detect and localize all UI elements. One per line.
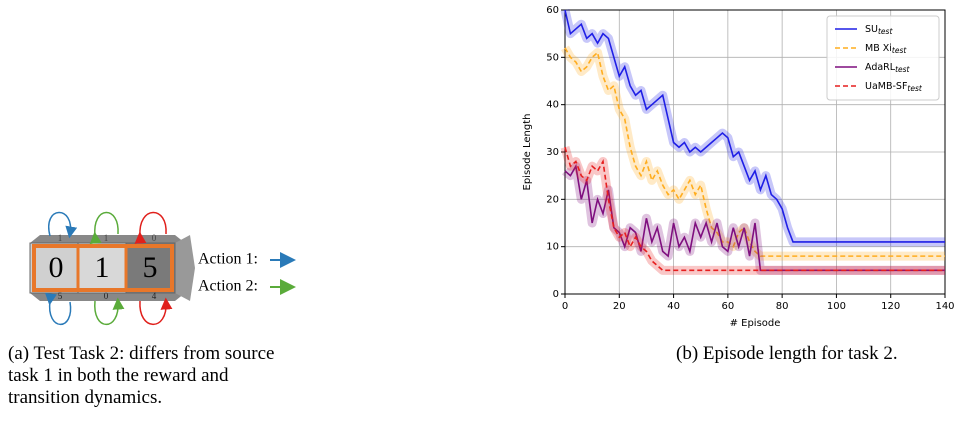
- legend-name: AdaRL: [865, 62, 896, 73]
- face-digit: 1: [95, 251, 110, 284]
- cube-bottom: [30, 293, 185, 301]
- bottom-digit: 5: [58, 291, 63, 301]
- legend-label: MB Xitest: [865, 43, 907, 56]
- legend-name: UaMB-SF: [865, 81, 907, 92]
- y-tick-label: 10: [546, 242, 559, 253]
- legend-name: SU: [865, 24, 878, 35]
- highlight-box: [32, 244, 174, 292]
- series-line: [564, 47, 945, 257]
- arrow: [139, 297, 173, 326]
- x-tick-label: 80: [776, 301, 789, 312]
- x-tick-label: 60: [721, 301, 734, 312]
- cube: [29, 242, 79, 294]
- caption: (b) Episode length for task 2.: [676, 343, 898, 364]
- arrow: [89, 211, 119, 245]
- top-digit: 1: [58, 233, 63, 243]
- face-digit: 0: [49, 251, 64, 284]
- series-line: [564, 147, 945, 272]
- cube: [125, 242, 176, 294]
- caption: (a) Test Task 2: differs from source tas…: [8, 343, 275, 408]
- arrow: [134, 211, 167, 244]
- arrow: [45, 292, 72, 326]
- x-axis-label: # Episode: [730, 318, 781, 329]
- legend-name: MB Xi: [865, 43, 892, 54]
- y-tick-label: 50: [546, 52, 559, 63]
- series-line: [564, 9, 945, 243]
- diagram: 0 1 5 1 1 0 5 0 4 Action 1: Action 2:: [29, 211, 296, 326]
- legend-subscript: test: [892, 46, 907, 55]
- legend-label: AdaRLtest: [865, 62, 911, 75]
- x-tick-label: 0: [562, 301, 568, 312]
- legend-subscript: test: [895, 65, 910, 74]
- top-digit: 0: [152, 233, 157, 243]
- x-tick-label: 100: [827, 301, 846, 312]
- bottom-digit: 0: [104, 291, 109, 301]
- face-digit: 5: [143, 251, 158, 284]
- legend-subscript: test: [878, 27, 893, 36]
- y-axis-label: Episode Length: [522, 114, 533, 191]
- y-tick-label: 30: [546, 147, 559, 158]
- y-tick-label: 60: [546, 5, 559, 16]
- action-label: Action 1:: [198, 251, 258, 268]
- plot-frame: [564, 9, 946, 295]
- top-digit: 1: [104, 233, 109, 243]
- x-tick-label: 20: [613, 301, 626, 312]
- arrow: [48, 211, 78, 239]
- x-tick-label: 120: [881, 301, 900, 312]
- cube-end: [175, 235, 195, 301]
- chart: Episode Length # Episode 0 10 20 30 40 50 60 0 2…: [522, 5, 955, 329]
- x-tick-label: 40: [667, 301, 680, 312]
- y-tick-label: 40: [546, 100, 559, 111]
- arrow: [94, 297, 125, 326]
- y-tick-label: 0: [553, 289, 559, 300]
- x-tick-label: 140: [935, 301, 954, 312]
- y-tick-label: 20: [546, 194, 559, 205]
- legend-label: SUtest: [865, 24, 893, 37]
- bottom-digit: 4: [152, 291, 157, 301]
- legend-box: [826, 15, 940, 101]
- action-label: Action 2:: [198, 278, 258, 295]
- legend-label: UaMB-SFtest: [865, 81, 923, 94]
- legend-subscript: test: [907, 84, 922, 93]
